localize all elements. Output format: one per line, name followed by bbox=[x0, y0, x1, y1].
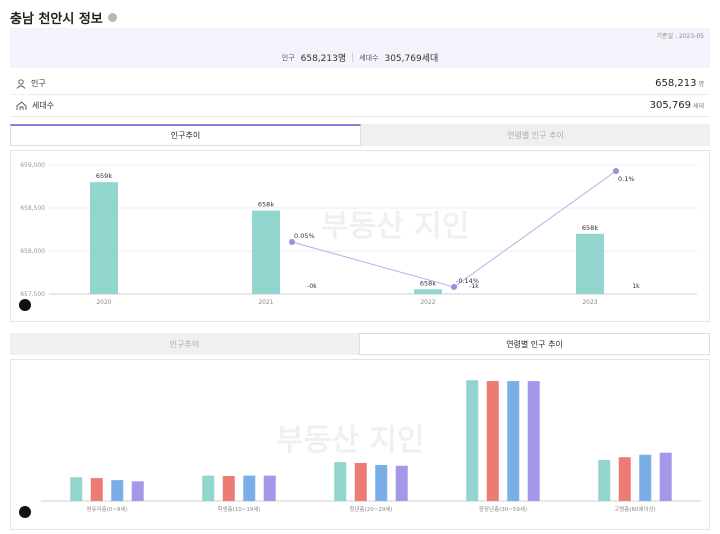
bar-data-label: 659k bbox=[96, 172, 112, 180]
y-tick-label: 657,500 bbox=[20, 291, 45, 298]
base-date: 기준일 : 2023-05 bbox=[656, 33, 704, 40]
x-tick-label: 2023 bbox=[582, 299, 597, 306]
bar bbox=[659, 452, 672, 501]
rate-label: -0.14% bbox=[456, 277, 479, 285]
bar bbox=[90, 478, 103, 501]
rate-line bbox=[291, 170, 617, 288]
bar bbox=[618, 457, 631, 501]
site-logo-icon-2 bbox=[19, 506, 31, 518]
y-tick-label: 658,500 bbox=[20, 205, 45, 212]
bar bbox=[576, 233, 604, 294]
summary-households-value: 305,769세대 bbox=[384, 54, 439, 64]
bar bbox=[354, 462, 367, 501]
bar bbox=[395, 465, 408, 501]
bar bbox=[222, 476, 235, 501]
bar-data-label: 658k bbox=[582, 224, 598, 232]
change-label: -0k bbox=[307, 283, 317, 290]
stat-row-population: 인구 658,213 명 bbox=[10, 73, 710, 95]
bar bbox=[202, 475, 215, 501]
bar bbox=[639, 454, 652, 501]
bar bbox=[111, 480, 124, 501]
tab-age-population-trend[interactable]: 연령별 인구 추이 bbox=[361, 124, 710, 146]
stat-value-households: 305,769 bbox=[649, 100, 691, 111]
bar bbox=[263, 475, 276, 501]
x-tick-label: 중장년층(30~59세) bbox=[479, 505, 527, 513]
tab-age-population-trend-2[interactable]: 연령별 인구 추이 bbox=[359, 333, 710, 355]
bar bbox=[131, 481, 144, 501]
summary-box: 기준일 : 2023-05 인구 658,213명 세대수 305,769세대 bbox=[10, 28, 710, 68]
stat-label-households: 세대수 bbox=[32, 101, 55, 110]
page-title: 충남 천안시 정보 bbox=[10, 8, 117, 27]
summary-divider bbox=[352, 53, 354, 62]
bar bbox=[375, 464, 388, 501]
bar bbox=[527, 381, 540, 501]
x-tick-label: 학생층(10~19세) bbox=[217, 505, 260, 513]
rate-label: 0.1% bbox=[618, 175, 635, 183]
x-tick-label: 2021 bbox=[258, 299, 273, 306]
bar bbox=[414, 289, 442, 294]
site-logo-icon bbox=[19, 299, 31, 311]
rate-point bbox=[451, 284, 457, 290]
summary-population-label: 인구 bbox=[281, 53, 295, 62]
chart-tabs-1: 인구추이 연령별 인구 추이 bbox=[10, 124, 710, 146]
info-icon[interactable] bbox=[107, 13, 117, 22]
summary-households-label: 세대수 bbox=[359, 53, 379, 62]
person-icon bbox=[16, 78, 26, 89]
age-population-chart: 영유아층(0~9세) 학생층(10~19세) 청년층(20~29세) 중장년층(30~… bbox=[41, 380, 701, 513]
stat-unit-population: 명 bbox=[698, 81, 704, 88]
x-tick-label: 2020 bbox=[96, 299, 111, 306]
rate-point bbox=[613, 168, 619, 174]
household-icon bbox=[16, 100, 27, 110]
bar bbox=[598, 460, 611, 501]
age-population-panel: 부동산 지인 영유아층(0~9세) 학생층(10~19세) 청년층(20~29세) 중… bbox=[10, 359, 710, 530]
chart-tabs-2: 인구추이 연령별 인구 추이 bbox=[10, 333, 710, 355]
y-tick-label: 659,000 bbox=[20, 162, 45, 169]
population-trend-panel: 부동산 지인 657,500 658,000 658,500 659,000 659k 2… bbox=[10, 150, 710, 322]
stat-label-population: 인구 bbox=[31, 79, 46, 88]
rate-point bbox=[289, 239, 295, 245]
bar bbox=[486, 381, 499, 501]
bar bbox=[70, 477, 83, 501]
stat-unit-households: 세대 bbox=[692, 103, 704, 110]
bar-data-label: 658k bbox=[258, 201, 274, 209]
bar-data-label: 658k bbox=[420, 279, 436, 287]
stat-value-population: 658,213 bbox=[655, 78, 697, 89]
x-tick-label: 고령층(60세이상) bbox=[614, 505, 656, 513]
change-label: 1k bbox=[632, 283, 640, 290]
tab-population-trend[interactable]: 인구추이 bbox=[10, 124, 361, 146]
change-label: -1k bbox=[469, 283, 479, 290]
x-tick-label: 영유아층(0~9세) bbox=[86, 505, 127, 513]
bar bbox=[507, 381, 520, 501]
bar bbox=[334, 462, 347, 501]
rate-label: 0.05% bbox=[294, 232, 315, 240]
page-title-text: 충남 천안시 정보 bbox=[10, 12, 103, 27]
x-tick-label: 2022 bbox=[420, 299, 435, 306]
bar bbox=[252, 210, 280, 294]
tab-population-trend-2[interactable]: 인구추이 bbox=[10, 333, 359, 355]
x-tick-label: 청년층(20~29세) bbox=[349, 505, 392, 513]
y-tick-label: 658,000 bbox=[20, 248, 45, 255]
bar bbox=[466, 380, 479, 501]
bar bbox=[243, 475, 256, 501]
bar bbox=[90, 182, 118, 294]
stat-row-households: 세대수 305,769 세대 bbox=[10, 95, 710, 117]
population-trend-chart: 657,500 658,000 658,500 659,000 659k 2020 658k… bbox=[20, 162, 697, 306]
summary-population-value: 658,213명 bbox=[300, 54, 347, 64]
